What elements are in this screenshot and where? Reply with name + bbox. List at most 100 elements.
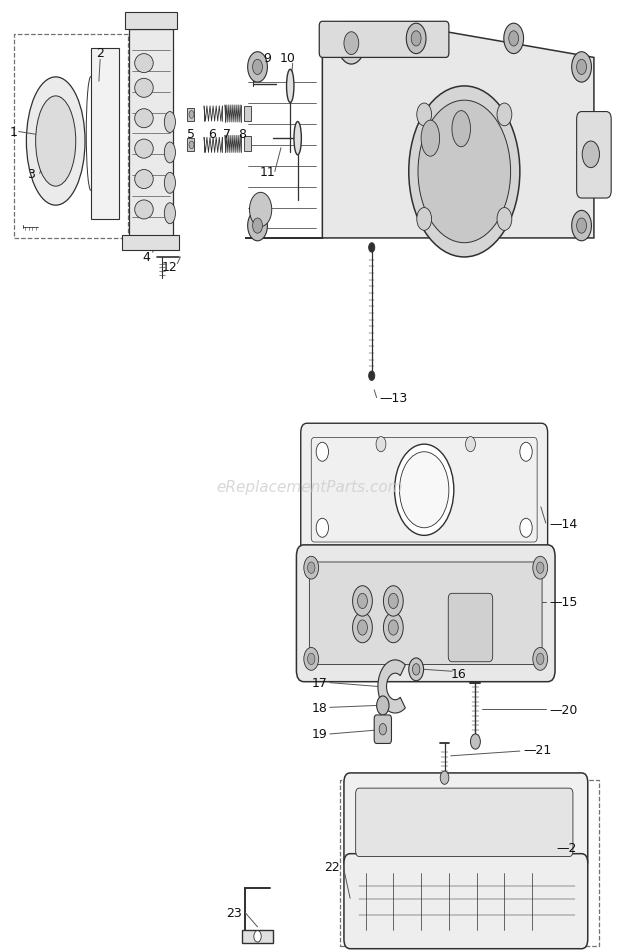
- FancyBboxPatch shape: [344, 773, 588, 870]
- Bar: [91, 49, 118, 220]
- FancyBboxPatch shape: [374, 715, 391, 744]
- Circle shape: [358, 621, 368, 636]
- Ellipse shape: [164, 173, 175, 194]
- Circle shape: [383, 586, 403, 617]
- Ellipse shape: [135, 79, 153, 98]
- Circle shape: [497, 104, 512, 127]
- Circle shape: [509, 31, 518, 47]
- Circle shape: [247, 52, 267, 83]
- Circle shape: [383, 613, 403, 643]
- FancyBboxPatch shape: [244, 107, 251, 122]
- Ellipse shape: [294, 123, 301, 155]
- Circle shape: [353, 613, 373, 643]
- Circle shape: [252, 219, 262, 234]
- Circle shape: [471, 734, 480, 749]
- Ellipse shape: [164, 143, 175, 164]
- Circle shape: [388, 594, 398, 609]
- Ellipse shape: [135, 201, 153, 220]
- Text: 9: 9: [263, 51, 271, 65]
- Ellipse shape: [135, 170, 153, 189]
- FancyBboxPatch shape: [319, 22, 449, 58]
- Circle shape: [304, 647, 319, 670]
- Circle shape: [582, 142, 600, 169]
- Circle shape: [377, 696, 389, 715]
- Text: 12: 12: [161, 261, 177, 273]
- FancyBboxPatch shape: [356, 788, 573, 857]
- Circle shape: [369, 371, 375, 381]
- Text: —20: —20: [549, 703, 578, 716]
- Circle shape: [577, 219, 587, 234]
- Circle shape: [376, 437, 386, 452]
- Text: eReplacementParts.com: eReplacementParts.com: [216, 480, 404, 495]
- Circle shape: [247, 211, 267, 242]
- Circle shape: [316, 519, 329, 538]
- Circle shape: [379, 724, 386, 735]
- Circle shape: [409, 87, 520, 258]
- Text: —13: —13: [379, 391, 408, 405]
- Text: 17: 17: [311, 677, 327, 689]
- FancyBboxPatch shape: [128, 30, 173, 237]
- Text: 2: 2: [96, 47, 104, 60]
- Circle shape: [533, 647, 547, 670]
- Ellipse shape: [164, 112, 175, 133]
- Circle shape: [394, 445, 454, 536]
- Text: —21: —21: [523, 743, 551, 756]
- Text: —2: —2: [557, 842, 577, 855]
- Ellipse shape: [135, 54, 153, 73]
- Circle shape: [412, 664, 420, 675]
- Text: 23: 23: [226, 906, 242, 919]
- Circle shape: [466, 437, 476, 452]
- FancyBboxPatch shape: [448, 594, 493, 662]
- Text: 3: 3: [27, 168, 35, 181]
- Circle shape: [249, 193, 272, 228]
- FancyBboxPatch shape: [244, 137, 251, 152]
- Text: —14: —14: [549, 517, 578, 530]
- Ellipse shape: [135, 140, 153, 159]
- Circle shape: [536, 653, 544, 664]
- Circle shape: [577, 60, 587, 75]
- FancyBboxPatch shape: [187, 109, 194, 122]
- Circle shape: [536, 563, 544, 574]
- Polygon shape: [378, 660, 405, 713]
- Ellipse shape: [421, 121, 440, 157]
- Text: 1: 1: [9, 126, 17, 139]
- Circle shape: [440, 771, 449, 784]
- Text: 18: 18: [311, 701, 327, 714]
- Ellipse shape: [135, 109, 153, 129]
- Circle shape: [418, 101, 511, 244]
- Circle shape: [417, 104, 432, 127]
- Circle shape: [399, 452, 449, 528]
- Circle shape: [358, 594, 368, 609]
- Circle shape: [308, 563, 315, 574]
- Circle shape: [504, 24, 523, 54]
- FancyBboxPatch shape: [309, 563, 542, 664]
- FancyBboxPatch shape: [125, 12, 177, 30]
- Text: 6: 6: [208, 128, 216, 141]
- Text: 22: 22: [324, 861, 340, 874]
- Circle shape: [189, 111, 194, 119]
- Text: 4: 4: [143, 251, 151, 264]
- Circle shape: [409, 658, 423, 681]
- Circle shape: [189, 142, 194, 149]
- Circle shape: [520, 443, 532, 462]
- Circle shape: [316, 443, 329, 462]
- Circle shape: [353, 586, 373, 617]
- Circle shape: [304, 557, 319, 580]
- FancyBboxPatch shape: [122, 236, 179, 251]
- Text: 11: 11: [260, 166, 276, 179]
- Ellipse shape: [27, 78, 85, 206]
- Circle shape: [411, 31, 421, 47]
- Circle shape: [406, 24, 426, 54]
- Circle shape: [572, 52, 591, 83]
- FancyBboxPatch shape: [344, 854, 588, 949]
- Ellipse shape: [452, 111, 471, 148]
- Circle shape: [497, 208, 512, 231]
- Circle shape: [252, 60, 262, 75]
- FancyBboxPatch shape: [577, 112, 611, 199]
- FancyBboxPatch shape: [296, 545, 555, 682]
- Text: 7: 7: [223, 128, 231, 141]
- Circle shape: [520, 519, 532, 538]
- Circle shape: [344, 32, 359, 55]
- Circle shape: [417, 208, 432, 231]
- FancyBboxPatch shape: [187, 139, 194, 152]
